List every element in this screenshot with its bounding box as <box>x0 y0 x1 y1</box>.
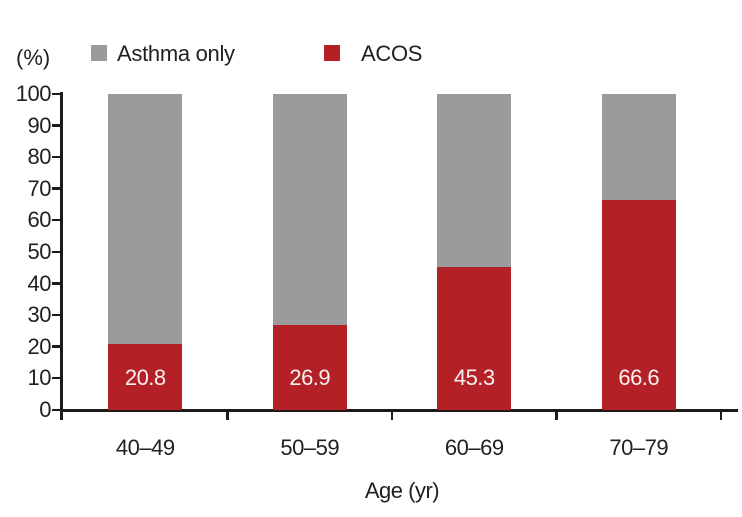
bar-segment-asthma-only <box>437 94 512 267</box>
x-tick-label: 50–59 <box>280 435 340 460</box>
y-tick-mark <box>52 124 60 127</box>
x-tick-label: 60–69 <box>444 435 504 460</box>
y-axis-unit-label: (%) <box>16 45 51 70</box>
y-tick-label: 20 <box>27 333 52 359</box>
y-tick-label: 80 <box>27 144 52 170</box>
y-tick-mark <box>52 250 60 253</box>
bar-segment-asthma-only <box>272 94 347 325</box>
x-tick-label: 40–49 <box>115 435 175 460</box>
y-tick-mark <box>52 376 60 380</box>
bar-value-label: 66.6 <box>618 365 660 390</box>
x-tick-mark <box>719 412 722 420</box>
bar-segment-acos <box>108 344 183 410</box>
legend-label-acos: ACOS <box>361 41 423 66</box>
x-axis-line <box>60 409 738 412</box>
y-tick-label: 50 <box>27 239 52 264</box>
x-tick-mark <box>555 412 558 420</box>
y-tick-label: 30 <box>27 302 52 328</box>
y-tick-mark <box>52 282 60 285</box>
bar-segment-acos <box>437 266 512 410</box>
x-tick-mark <box>60 412 63 420</box>
bar-value-label: 20.8 <box>124 365 166 390</box>
y-tick-label: 100 <box>15 81 52 106</box>
legend-swatch-acos <box>324 45 340 61</box>
y-tick-label: 10 <box>27 365 52 391</box>
bar-segment-asthma-only <box>601 94 676 200</box>
bar-value-label: 26.9 <box>289 365 331 390</box>
y-tick-label: 0 <box>39 397 51 422</box>
y-tick-label: 70 <box>27 175 52 201</box>
x-axis-title: Age (yr) <box>364 478 440 503</box>
y-tick-mark <box>52 313 60 317</box>
bar-segment-acos <box>601 199 676 410</box>
legend-label-asthma-only: Asthma only <box>117 41 235 66</box>
y-tick-label: 60 <box>27 207 52 233</box>
bar-segment-acos <box>272 324 347 410</box>
bar-segment-asthma-only <box>108 94 183 345</box>
legend-swatch-asthma-only <box>91 45 107 61</box>
y-tick-label: 90 <box>27 112 52 138</box>
x-tick-mark <box>390 412 393 420</box>
y-tick-label: 40 <box>27 270 52 296</box>
y-axis-line <box>60 92 63 413</box>
y-tick-mark <box>52 92 60 95</box>
y-tick-mark <box>52 218 60 222</box>
y-tick-mark <box>52 187 60 190</box>
x-tick-mark <box>226 412 229 420</box>
y-tick-mark <box>52 408 60 411</box>
y-tick-mark <box>52 155 60 159</box>
x-tick-label: 70–79 <box>609 435 669 460</box>
bar-value-label: 45.3 <box>453 365 495 390</box>
y-tick-mark <box>52 345 60 348</box>
